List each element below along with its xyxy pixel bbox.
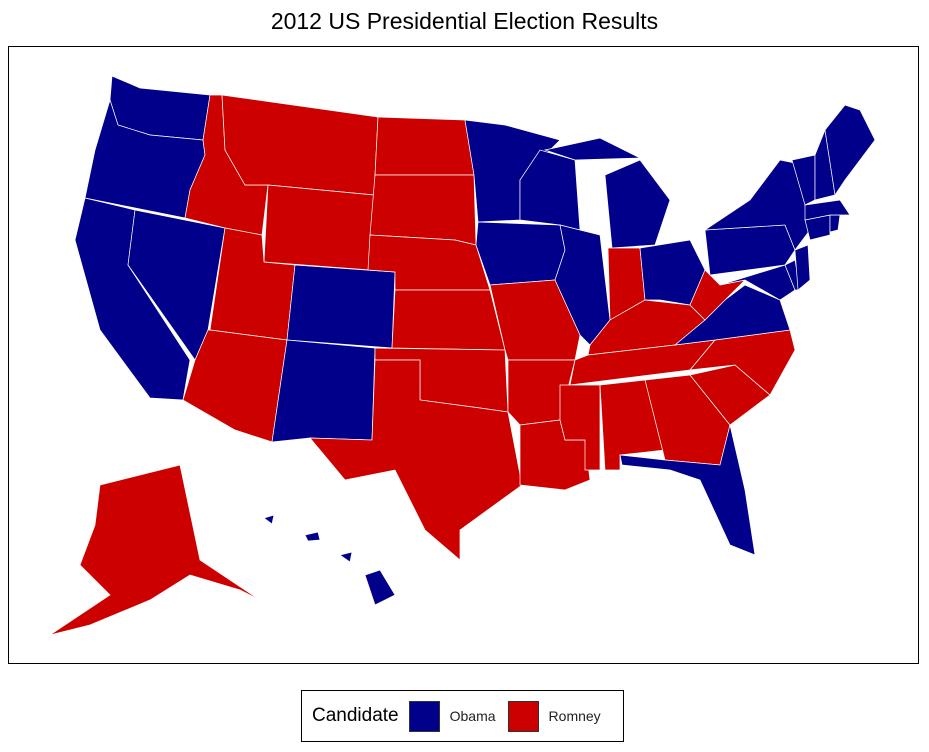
state-nd [374,116,475,176]
legend-label-obama: Obama [449,708,496,724]
legend-swatch-obama [408,700,440,732]
legend: Candidate Obama Romney [301,690,624,742]
state-co [286,264,396,349]
state-wy [263,184,375,271]
us-map [49,75,876,636]
legend-swatch-romney [507,700,539,732]
state-nm [271,339,376,443]
legend-title: Candidate [312,705,399,726]
state-ia [475,221,566,286]
map-title: 2012 US Presidential Election Results [270,8,659,34]
state-mi [543,137,641,161]
state-me [824,104,876,196]
state-nj [794,244,811,291]
state-md [719,264,796,301]
state-mi [604,159,671,249]
state-hi [304,531,321,542]
state-ak [49,464,261,636]
state-il [554,224,611,346]
state-ms [559,384,601,471]
state-mt [221,94,379,196]
state-tx [309,359,523,561]
state-ks [391,289,506,351]
state-hi [263,514,275,525]
state-ma [804,199,851,221]
state-hi [339,551,353,563]
state-fl [619,424,756,556]
map-panel [8,46,919,664]
state-sd [369,174,477,246]
state-ri [829,214,841,233]
legend-label-romney: Romney [548,708,601,724]
state-hi [364,569,396,606]
